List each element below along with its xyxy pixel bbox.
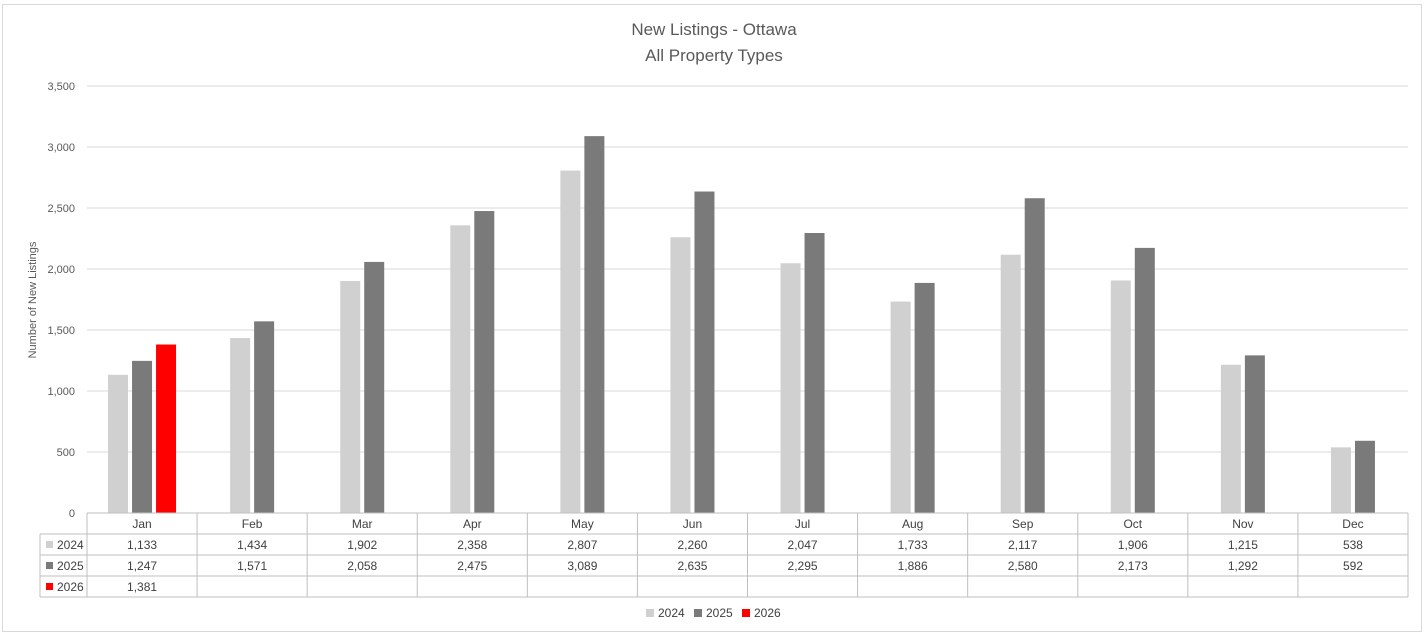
- x-tick-label: Jan: [132, 517, 151, 531]
- table-cell-value: 2,260: [677, 538, 707, 552]
- x-tick-label: Apr: [463, 517, 482, 531]
- chart-subtitle: All Property Types: [645, 46, 783, 65]
- bar-2024-jun: [670, 237, 691, 513]
- legend-label: 2026: [754, 606, 781, 620]
- x-tick-label: May: [571, 517, 594, 531]
- legend-swatch-2025: [694, 609, 702, 617]
- y-tick-label: 3,000: [47, 142, 75, 154]
- table-cell-value: 1,292: [1228, 559, 1258, 573]
- y-tick-label: 1,500: [47, 325, 75, 337]
- y-axis-label: Number of New Listings: [27, 241, 39, 358]
- bar-2025-mar: [364, 261, 385, 513]
- bar-2024-aug: [890, 301, 911, 513]
- x-tick-label: Nov: [1232, 517, 1253, 531]
- table-cell-value: 1,133: [127, 538, 157, 552]
- bar-2024-jan: [108, 374, 129, 513]
- bar-2025-may: [584, 136, 605, 513]
- table-series-name: 2024: [57, 538, 84, 552]
- table-legend-swatch: [46, 541, 53, 548]
- table-legend-swatch: [46, 562, 53, 569]
- table-cell-value: 2,580: [1008, 559, 1038, 573]
- y-tick-label: 3,500: [47, 81, 75, 93]
- table-cell-value: 2,358: [457, 538, 487, 552]
- bar-2024-apr: [450, 225, 471, 513]
- bar-2025-jan: [132, 360, 153, 513]
- legend-label: 2024: [658, 606, 685, 620]
- table-cell-value: 2,173: [1118, 559, 1148, 573]
- x-tick-label: Sep: [1012, 517, 1034, 531]
- bar-2025-aug: [914, 282, 935, 513]
- table-series-name: 2026: [57, 580, 84, 594]
- chart-title: New Listings - Ottawa: [631, 20, 797, 39]
- table-cell-value: 2,295: [788, 559, 818, 573]
- table-series-name: 2025: [57, 559, 84, 573]
- table-legend-swatch: [46, 583, 53, 590]
- table-cell-value: 1,902: [347, 538, 377, 552]
- legend-swatch-2026: [742, 609, 750, 617]
- bar-2024-jul: [780, 263, 801, 513]
- table-cell-value: 2,058: [347, 559, 377, 573]
- bar-2025-jun: [694, 191, 715, 513]
- table-cell-value: 2,475: [457, 559, 487, 573]
- table-cell-value: 2,047: [788, 538, 818, 552]
- bar-2024-dec: [1330, 447, 1351, 513]
- x-tick-label: Jun: [683, 517, 702, 531]
- bar-2025-oct: [1134, 247, 1155, 514]
- bar-2025-feb: [254, 321, 275, 513]
- x-tick-label: Dec: [1342, 517, 1363, 531]
- table-cell-value: 1,906: [1118, 538, 1148, 552]
- bar-2024-mar: [340, 280, 361, 513]
- y-tick-label: 2,500: [47, 203, 75, 215]
- bar-2024-feb: [230, 338, 251, 513]
- table-cell-value: 1,434: [237, 538, 267, 552]
- legend-swatch-2024: [646, 609, 654, 617]
- bar-2024-oct: [1110, 280, 1131, 513]
- x-tick-label: Jul: [795, 517, 810, 531]
- x-tick-label: Mar: [352, 517, 373, 531]
- bar-2025-jul: [804, 233, 825, 513]
- legend-label: 2025: [706, 606, 733, 620]
- bar-2025-nov: [1244, 355, 1265, 513]
- bar-2024-nov: [1220, 364, 1241, 513]
- table-cell-value: 1,247: [127, 559, 157, 573]
- x-tick-label: Oct: [1123, 517, 1142, 531]
- bar-2024-may: [560, 170, 581, 513]
- bar-2025-apr: [474, 211, 495, 514]
- table-cell-value: 2,635: [677, 559, 707, 573]
- bar-2025-sep: [1024, 198, 1045, 514]
- bar-2024-sep: [1000, 254, 1021, 513]
- bar-2025-dec: [1354, 440, 1375, 513]
- table-cell-value: 538: [1343, 538, 1363, 552]
- table-cell-value: 2,117: [1008, 538, 1037, 552]
- table-cell-value: 592: [1343, 559, 1363, 573]
- table-cell-value: 1,381: [127, 580, 157, 594]
- table-cell-value: 1,215: [1228, 538, 1258, 552]
- y-tick-label: 500: [57, 447, 75, 459]
- bar-2026-jan: [156, 344, 177, 513]
- table-cell-value: 3,089: [567, 559, 597, 573]
- x-tick-label: Aug: [902, 517, 923, 531]
- table-cell-value: 2,807: [567, 538, 597, 552]
- table-cell-value: 1,886: [898, 559, 928, 573]
- table-cell-value: 1,733: [898, 538, 928, 552]
- x-tick-label: Feb: [242, 517, 263, 531]
- y-tick-label: 0: [69, 508, 75, 520]
- table-cell-value: 1,571: [237, 559, 267, 573]
- y-tick-label: 2,000: [47, 264, 75, 276]
- y-tick-label: 1,000: [47, 386, 75, 398]
